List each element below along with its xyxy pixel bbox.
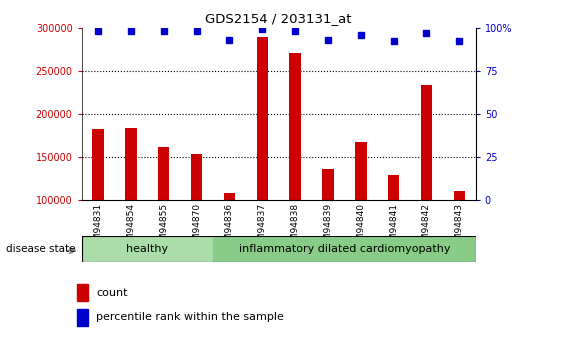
Bar bbox=[213, 236, 476, 262]
Text: healthy: healthy bbox=[126, 244, 168, 254]
Bar bbox=[191, 155, 202, 286]
Title: GDS2154 / 203131_at: GDS2154 / 203131_at bbox=[205, 12, 352, 25]
Bar bbox=[355, 142, 367, 286]
Text: disease state: disease state bbox=[6, 244, 75, 254]
Bar bbox=[125, 128, 137, 286]
Bar bbox=[224, 193, 235, 286]
Bar bbox=[454, 191, 465, 286]
Bar bbox=[257, 37, 268, 286]
Bar bbox=[322, 169, 334, 286]
Bar bbox=[421, 85, 432, 286]
Bar bbox=[158, 147, 169, 286]
Bar bbox=[92, 128, 104, 286]
Text: percentile rank within the sample: percentile rank within the sample bbox=[96, 313, 284, 322]
Bar bbox=[77, 309, 88, 326]
Bar bbox=[77, 284, 88, 301]
Bar bbox=[388, 175, 399, 286]
Bar bbox=[289, 52, 301, 286]
Text: count: count bbox=[96, 288, 128, 297]
Text: inflammatory dilated cardiomyopathy: inflammatory dilated cardiomyopathy bbox=[239, 244, 450, 254]
Bar bbox=[82, 236, 213, 262]
